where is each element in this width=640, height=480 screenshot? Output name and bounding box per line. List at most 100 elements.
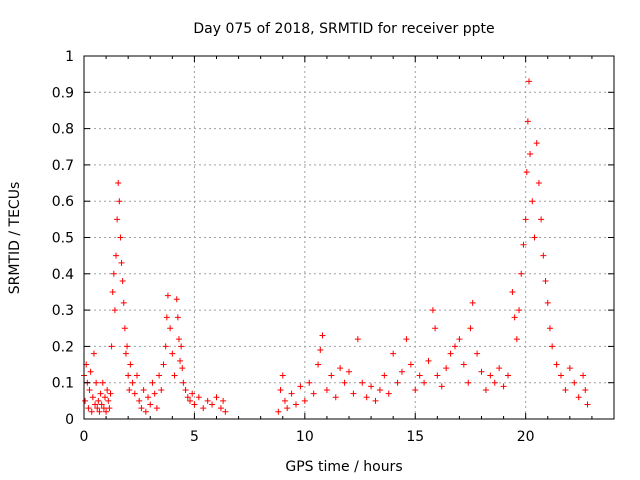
data-point — [306, 379, 313, 386]
data-point — [156, 372, 163, 379]
data-point — [86, 386, 93, 393]
data-point — [136, 397, 143, 404]
data-point — [184, 394, 191, 401]
data-point — [432, 325, 439, 332]
data-point — [114, 216, 121, 223]
data-point — [553, 361, 560, 368]
data-point — [153, 405, 160, 412]
data-point — [140, 386, 147, 393]
data-point — [531, 234, 538, 241]
data-point — [390, 350, 397, 357]
y-tick-label: 0.3 — [52, 303, 74, 319]
data-point — [487, 372, 494, 379]
y-tick-label: 1 — [65, 49, 74, 65]
data-point — [125, 372, 132, 379]
data-point — [164, 292, 171, 299]
data-point — [120, 299, 127, 306]
data-point — [288, 390, 295, 397]
y-tick-label: 0.7 — [52, 158, 74, 174]
data-point — [167, 325, 174, 332]
data-point — [115, 180, 122, 187]
data-point — [110, 270, 117, 277]
y-tick-label: 0.1 — [52, 376, 74, 392]
x-tick-label: 15 — [406, 429, 424, 445]
data-point — [546, 325, 553, 332]
data-point — [169, 350, 176, 357]
y-tick-label: 0.2 — [52, 339, 74, 355]
x-tick-label: 5 — [190, 429, 199, 445]
y-tick-label: 0 — [65, 412, 74, 428]
data-point — [566, 365, 573, 372]
data-point — [163, 314, 170, 321]
data-point — [522, 216, 529, 223]
data-point — [182, 386, 189, 393]
data-point — [317, 347, 324, 354]
data-point — [106, 405, 113, 412]
data-point — [142, 408, 149, 415]
data-point — [520, 241, 527, 248]
data-point — [525, 78, 532, 85]
data-point — [158, 386, 165, 393]
data-point — [220, 397, 227, 404]
data-point — [281, 397, 288, 404]
data-point — [90, 350, 97, 357]
data-point — [131, 390, 138, 397]
x-tick-label: 10 — [296, 429, 314, 445]
data-point — [145, 394, 152, 401]
data-point — [93, 379, 100, 386]
data-point — [124, 343, 131, 350]
data-point — [538, 216, 545, 223]
data-point — [204, 397, 211, 404]
data-point — [85, 405, 92, 412]
data-point — [407, 361, 414, 368]
data-point — [217, 405, 224, 412]
data-point — [516, 307, 523, 314]
data-point — [562, 386, 569, 393]
data-point — [474, 350, 481, 357]
data-point — [467, 325, 474, 332]
data-point — [94, 405, 101, 412]
data-point — [213, 394, 220, 401]
data-point — [105, 397, 112, 404]
data-point — [284, 405, 291, 412]
data-point — [535, 180, 542, 187]
data-point — [558, 372, 564, 379]
grid-lines — [84, 56, 614, 419]
data-point — [511, 314, 518, 321]
data-point — [429, 307, 436, 314]
data-point — [121, 325, 128, 332]
data-point — [434, 372, 441, 379]
data-point — [452, 343, 458, 350]
data-point — [482, 386, 489, 393]
y-tick-label: 0.9 — [52, 85, 74, 101]
data-point — [98, 401, 105, 408]
data-point — [107, 390, 114, 397]
data-point — [113, 252, 120, 259]
data-point — [341, 379, 348, 386]
data-point — [513, 336, 520, 343]
data-point — [310, 390, 317, 397]
data-points — [81, 78, 591, 415]
data-point — [177, 357, 184, 364]
data-point — [500, 383, 507, 390]
data-point — [478, 368, 485, 375]
data-point — [438, 383, 445, 390]
data-point — [149, 379, 156, 386]
data-point — [162, 343, 169, 350]
data-point — [138, 405, 145, 412]
data-point — [127, 361, 134, 368]
data-point — [465, 379, 472, 386]
data-point — [118, 259, 125, 266]
data-point — [92, 401, 99, 408]
x-axis-title: GPS time / hours — [285, 459, 402, 475]
data-point — [100, 405, 107, 412]
data-point — [425, 357, 432, 364]
data-point — [191, 401, 198, 408]
data-point — [117, 234, 124, 241]
data-point — [571, 379, 578, 386]
data-point — [328, 372, 335, 379]
data-point — [297, 383, 304, 390]
data-point — [96, 408, 103, 415]
data-point — [160, 361, 167, 368]
data-point — [359, 379, 366, 386]
